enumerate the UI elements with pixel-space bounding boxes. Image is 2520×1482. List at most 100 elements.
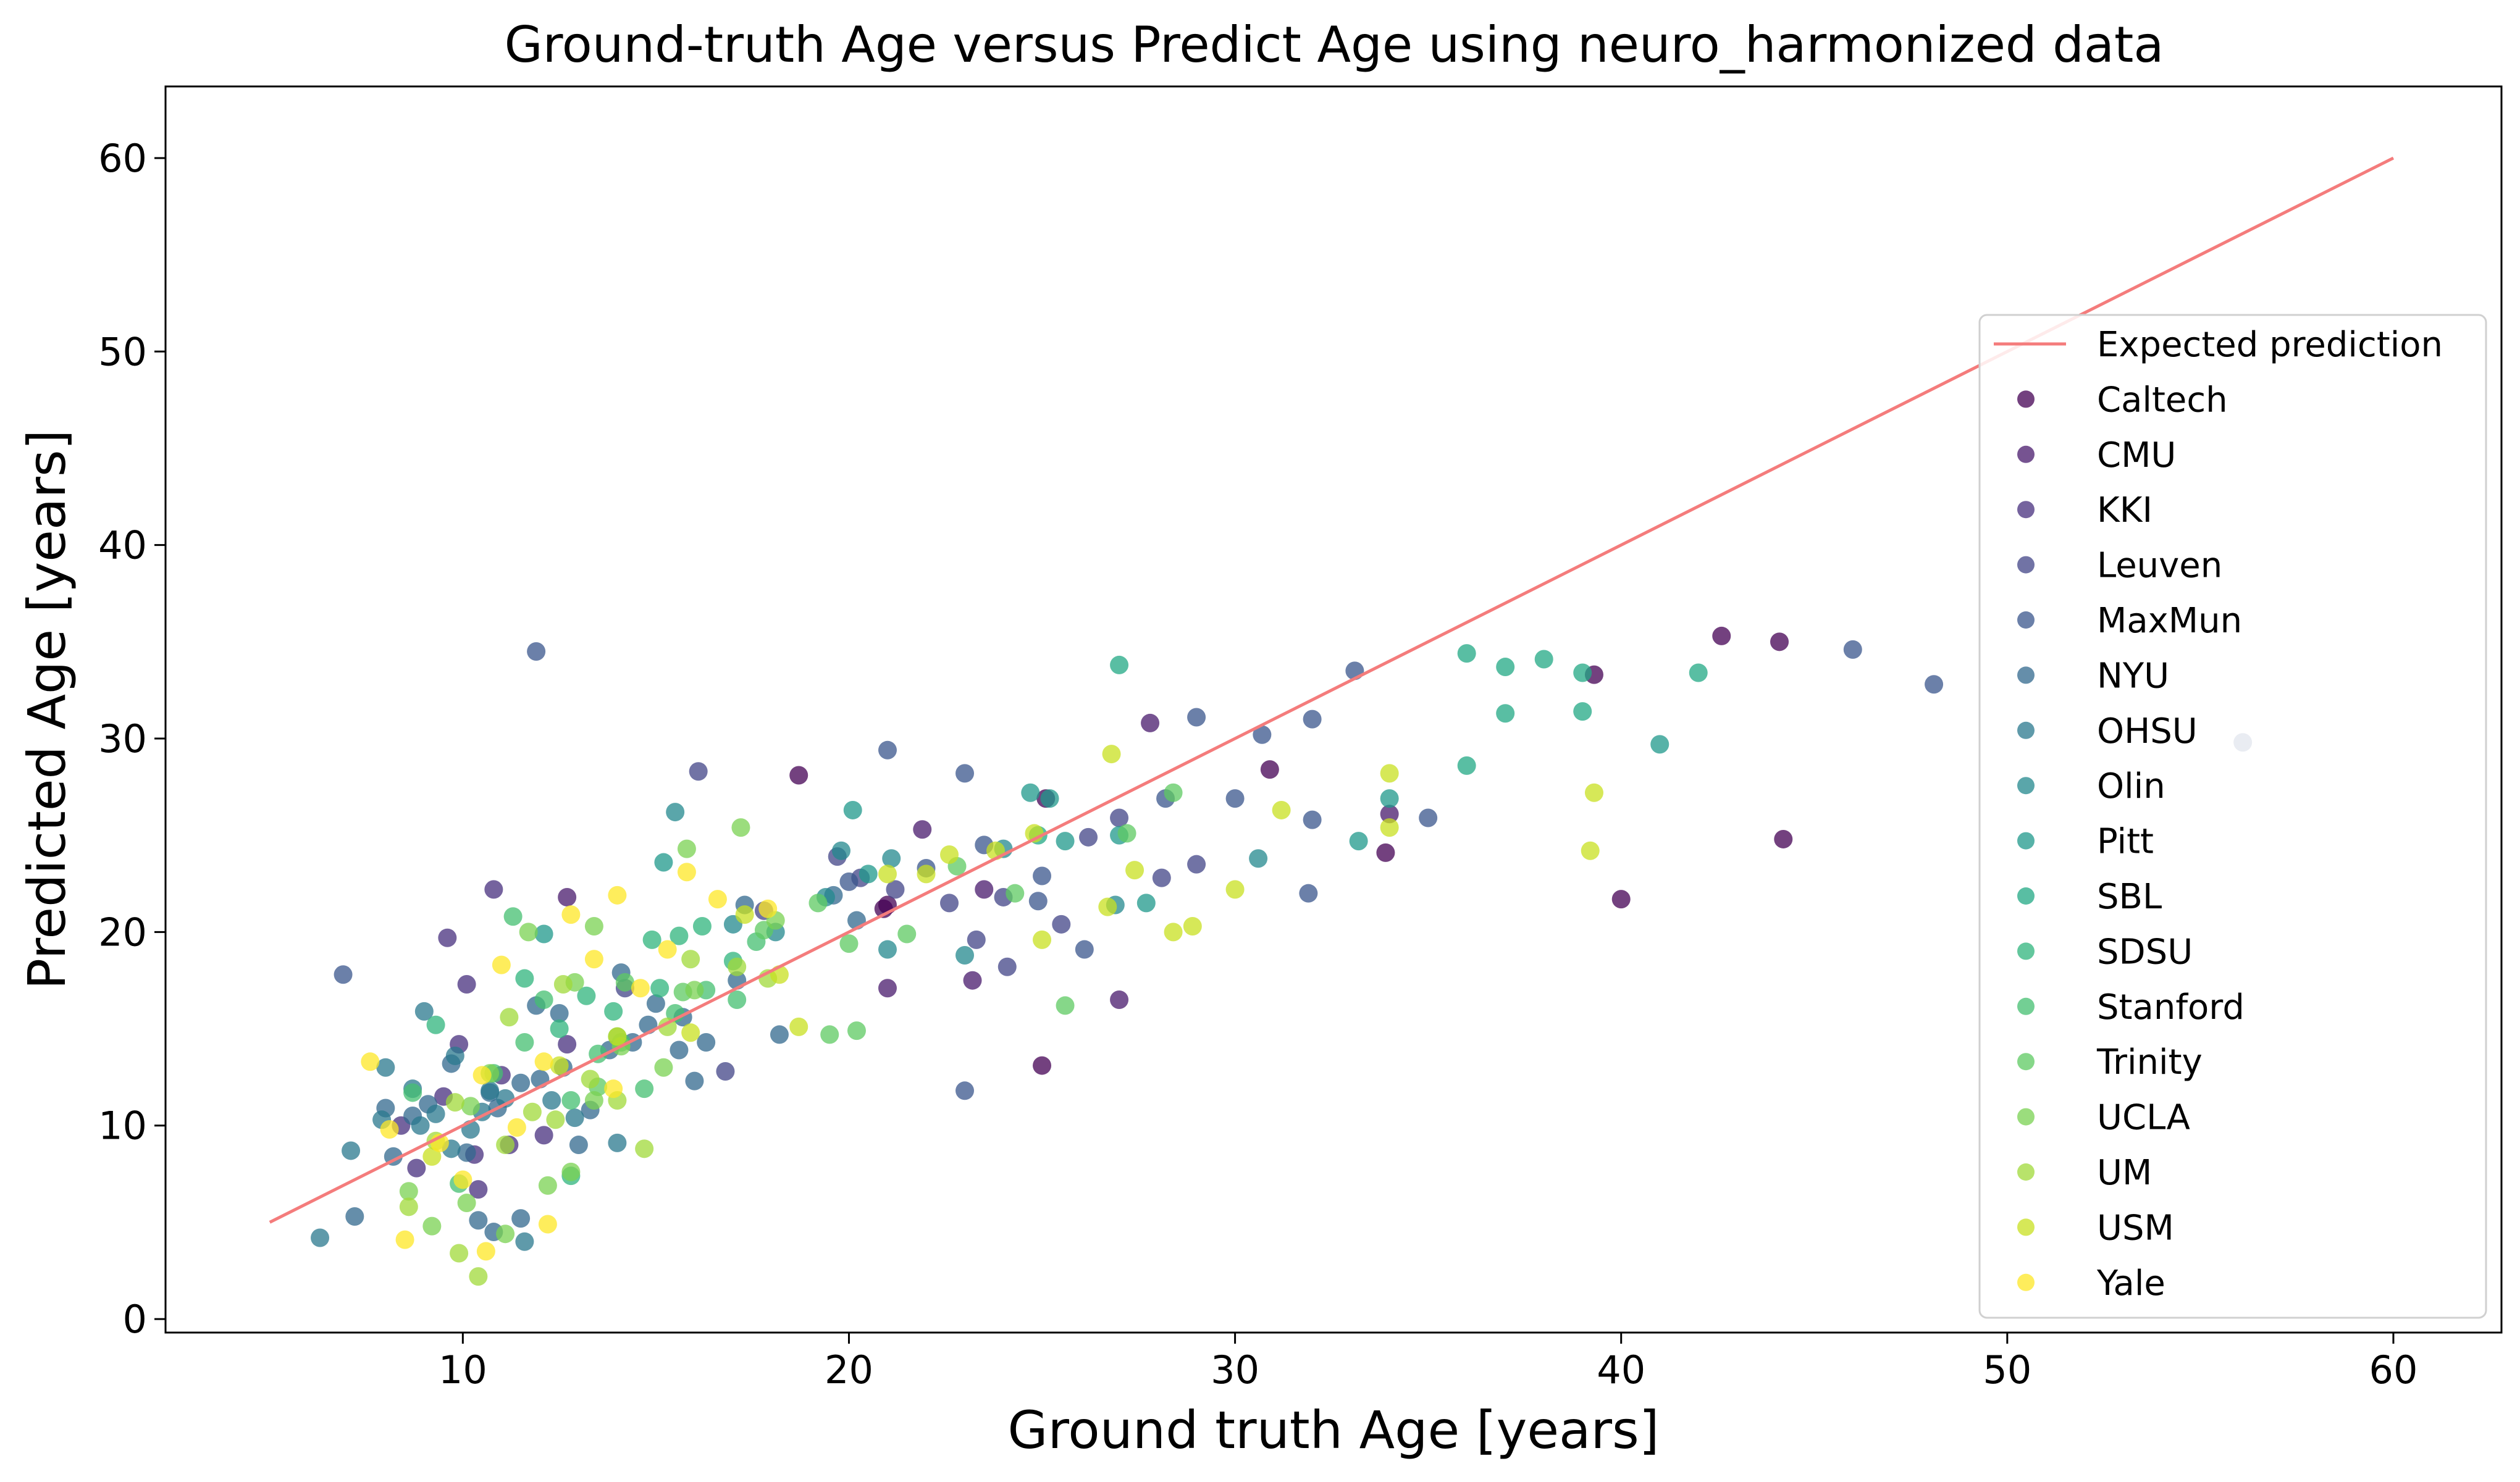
legend-item-caltech: Caltech [2017,380,2228,420]
data-point [1110,655,1129,674]
data-point [956,764,975,783]
legend-item-leuven: Leuven [2017,546,2222,586]
data-point [728,957,747,976]
x-tick-label: 30 [1211,1347,1259,1392]
data-point [808,894,828,913]
data-point [666,803,685,822]
legend-label: Yale [2096,1263,2165,1304]
data-point [584,1091,603,1110]
data-point [1380,805,1399,824]
data-point [1457,644,1476,663]
data-point [1056,996,1075,1015]
data-point [546,1110,565,1129]
data-point [380,1120,399,1139]
data-point [917,865,936,884]
data-point [956,945,975,965]
data-point [538,1176,557,1195]
data-point [561,1091,581,1110]
data-point [1225,880,1245,899]
data-point [1712,626,1731,645]
data-point [839,934,859,953]
data-point [581,1070,600,1089]
legend-marker [2017,887,2035,905]
data-point [399,1197,418,1216]
data-point [658,940,677,959]
data-point [584,916,603,936]
legend-label: Olin [2097,766,2165,806]
data-point [538,1215,557,1234]
legend-marker [2017,611,2035,629]
data-point [886,880,905,899]
data-point [677,839,696,858]
data-point [515,969,534,988]
y-tick-label: 40 [98,523,147,568]
data-point [878,865,897,884]
data-point [334,965,353,984]
data-point [631,979,650,998]
y-axis-label: Predicted Age [years] [17,430,77,990]
data-point [731,818,750,837]
data-point [654,1058,673,1077]
data-point [395,1230,414,1249]
plot-frame [164,85,2503,1334]
data-point [608,1027,627,1046]
series-yale [361,863,778,1261]
y-axis-ticks: 0 10 20 30 40 50 60 [98,136,166,1342]
data-point [956,1081,975,1100]
data-point [496,1136,515,1155]
data-point [426,1015,445,1034]
data-point [550,1003,569,1023]
data-point [472,1066,492,1085]
y-tick-label: 50 [98,329,147,374]
y-tick-label: 10 [98,1103,147,1149]
data-point [542,1091,561,1110]
data-point [1581,841,1600,860]
data-point [897,924,917,944]
data-point [469,1180,488,1199]
legend-marker [2017,942,2035,960]
data-point [608,1133,627,1152]
data-point [561,1162,581,1181]
data-point [998,957,1017,976]
data-point [789,766,808,785]
data-point [670,926,689,945]
data-point [735,905,754,924]
legend-label: Pitt [2097,822,2154,862]
data-point [461,1097,480,1116]
legend-item-yale: Yale [2017,1263,2165,1304]
legend-marker [2017,1218,2035,1236]
legend-marker [2017,1163,2035,1181]
legend-item-ucla: UCLA [2017,1098,2190,1138]
data-point [940,894,959,913]
data-point [1260,760,1279,779]
legend-label: MaxMun [2097,601,2242,641]
data-point [963,971,982,990]
data-point [403,1083,422,1102]
data-point [558,1035,577,1054]
data-point [311,1228,330,1247]
data-point [940,845,959,865]
legend-marker [2017,997,2035,1015]
data-point [604,1002,623,1021]
data-point [1033,930,1052,949]
data-point [770,1025,789,1044]
data-point [469,1267,488,1286]
data-point [975,880,994,899]
legend-item-expected-prediction: Expected prediction [1994,325,2443,365]
data-point [689,762,708,781]
data-point [414,1002,434,1021]
data-point [1573,663,1592,682]
data-point [758,899,778,918]
data-point [1117,824,1136,843]
data-point [1380,818,1399,837]
legend-label: UM [2097,1153,2152,1193]
x-axis-label: Ground truth Age [years] [1007,1400,1659,1460]
y-tick-label: 60 [98,136,147,181]
legend-label: SDSU [2097,932,2193,972]
legend-item-kki: KKI [2017,490,2152,530]
data-point [519,923,538,942]
y-tick-label: 0 [123,1297,147,1342]
data-point [453,1170,472,1189]
data-point [1584,783,1603,802]
data-point [646,994,665,1013]
